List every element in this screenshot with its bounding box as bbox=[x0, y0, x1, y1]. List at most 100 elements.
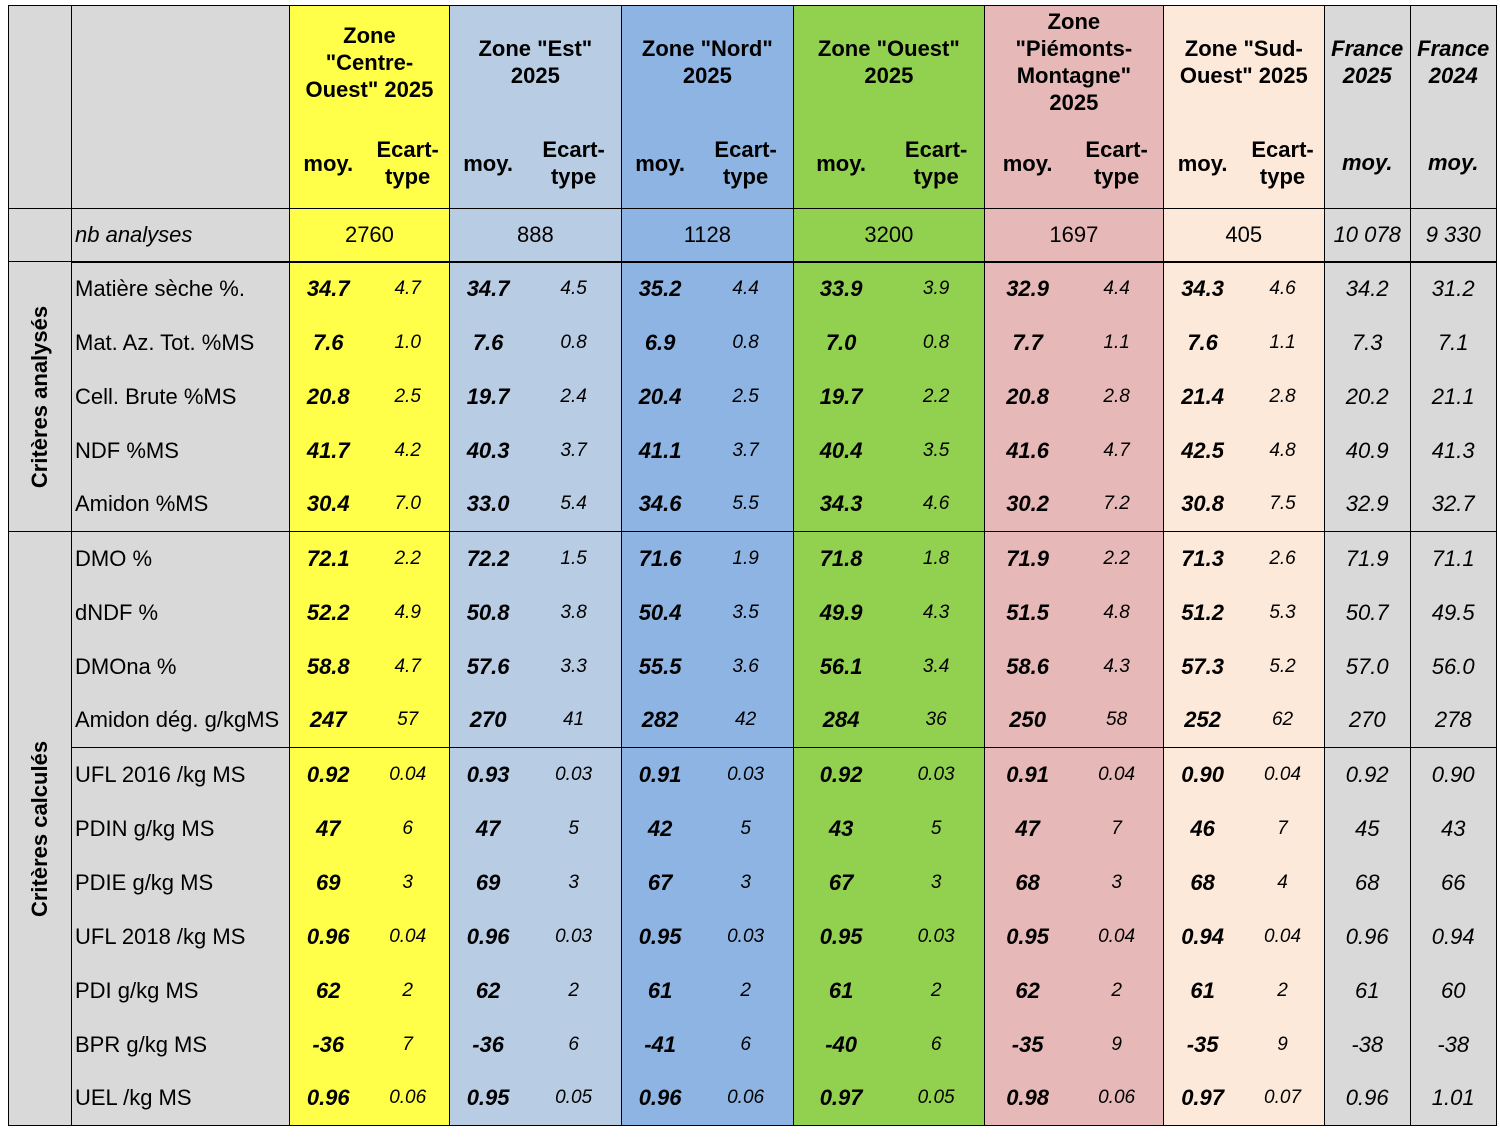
mean-value: 47 bbox=[983, 801, 1071, 856]
france-mean-value: 31.2 bbox=[1409, 260, 1497, 316]
sd-value: 2.2 bbox=[888, 369, 985, 424]
france-mean-value: 270 bbox=[1323, 693, 1411, 748]
france-mean-value: 0.90 bbox=[1409, 747, 1497, 802]
sd-value: 7.2 bbox=[1070, 477, 1164, 532]
france-mean-value: 45 bbox=[1323, 801, 1411, 856]
analysis-count: 405 bbox=[1162, 208, 1325, 262]
table-row: Critères analysés Matière sèche %. 34.7 4.7… bbox=[8, 260, 1497, 532]
france-mean-value: 32.9 bbox=[1323, 477, 1411, 532]
row-label: PDIN g/kg MS bbox=[71, 801, 290, 856]
france-mean-value: 56.0 bbox=[1409, 639, 1497, 694]
france-mean-value: 71.1 bbox=[1409, 531, 1497, 586]
sd-value: 57 bbox=[366, 693, 450, 748]
mean-value: 247 bbox=[289, 693, 367, 748]
mean-value: 0.96 bbox=[289, 1071, 367, 1126]
mean-value: 49.9 bbox=[792, 585, 889, 640]
france-mean-value: 0.92 bbox=[1323, 747, 1411, 802]
sd-value: 0.06 bbox=[1070, 1071, 1164, 1126]
zone-header-ouest: Zone "Ouest" 2025 bbox=[792, 5, 985, 119]
mean-value: 0.96 bbox=[620, 1071, 699, 1126]
mean-value: 33.0 bbox=[448, 477, 527, 532]
mean-value: 35.2 bbox=[620, 260, 699, 316]
mean-value: 40.4 bbox=[792, 423, 889, 478]
sd-value: 2.2 bbox=[366, 531, 450, 586]
sd-value: 7 bbox=[1241, 801, 1325, 856]
sd-value: 1.8 bbox=[888, 531, 985, 586]
mean-value: 6.9 bbox=[620, 315, 699, 370]
mean-value: 67 bbox=[620, 855, 699, 910]
sd-value: 4.5 bbox=[526, 260, 622, 316]
mean-value: 52.2 bbox=[289, 585, 367, 640]
group-label-text: Critères calculés bbox=[27, 740, 52, 917]
mean-value: 250 bbox=[983, 693, 1071, 748]
table-row: UEL /kg MS 0.96 0.06 0.95 0.05 0.96 0.06 0.97 0.… bbox=[9, 1071, 1497, 1126]
mean-value: 51.2 bbox=[1162, 585, 1242, 640]
mean-value: 20.4 bbox=[620, 369, 699, 424]
sd-value: 6 bbox=[526, 1017, 622, 1072]
mean-value: 67 bbox=[792, 855, 889, 910]
france-mean-value: 21.1 bbox=[1409, 369, 1497, 424]
sd-value: 7.5 bbox=[1241, 477, 1325, 532]
mean-value: 0.92 bbox=[792, 747, 889, 802]
mean-value: 19.7 bbox=[792, 369, 889, 424]
mean-header: moy. bbox=[1323, 118, 1411, 209]
sd-value: 3.8 bbox=[526, 585, 622, 640]
table-row: dNDF % 52.2 4.9 50.8 3.8 50.4 3.5 49.9 4.3 51.5 4.… bbox=[9, 585, 1497, 640]
sd-value: 3 bbox=[366, 855, 450, 910]
mean-value: 34.7 bbox=[289, 260, 367, 316]
mean-value: -40 bbox=[792, 1017, 889, 1072]
mean-value: 40.3 bbox=[448, 423, 527, 478]
sd-value: 4.4 bbox=[698, 260, 794, 316]
sd-value: 5 bbox=[526, 801, 622, 856]
mean-value: 20.8 bbox=[289, 369, 367, 424]
mean-value: 282 bbox=[620, 693, 699, 748]
mean-value: 0.92 bbox=[289, 747, 367, 802]
mean-value: 71.6 bbox=[620, 531, 699, 586]
sd-value: 0.05 bbox=[888, 1071, 985, 1126]
mean-value: 41.6 bbox=[983, 423, 1071, 478]
france-mean-value: 49.5 bbox=[1409, 585, 1497, 640]
mean-value: 0.94 bbox=[1162, 909, 1242, 964]
sd-value: 2 bbox=[526, 963, 622, 1018]
row-label: dNDF % bbox=[71, 585, 290, 640]
row-label: BPR g/kg MS bbox=[71, 1017, 290, 1072]
france-mean-value: 68 bbox=[1323, 855, 1411, 910]
mean-value: 46 bbox=[1162, 801, 1242, 856]
sd-value: 4.6 bbox=[1241, 260, 1325, 316]
zone-header-est: Zone "Est" 2025 bbox=[448, 5, 622, 119]
mean-value: 34.3 bbox=[1162, 260, 1242, 316]
sd-value: 41 bbox=[526, 693, 622, 748]
france-mean-value: 20.2 bbox=[1323, 369, 1411, 424]
mean-value: 41.7 bbox=[289, 423, 367, 478]
mean-value: 30.4 bbox=[289, 477, 367, 532]
sd-value: 5.2 bbox=[1241, 639, 1325, 694]
sd-value: 4.8 bbox=[1070, 585, 1164, 640]
sd-value: 2.8 bbox=[1241, 369, 1325, 424]
mean-value: 62 bbox=[983, 963, 1071, 1018]
analysis-count: 888 bbox=[448, 208, 622, 262]
row-label: Mat. Az. Tot. %MS bbox=[71, 315, 290, 370]
mean-value: 34.3 bbox=[792, 477, 889, 532]
france-mean-value: 43 bbox=[1409, 801, 1497, 856]
france-mean-value: 60 bbox=[1409, 963, 1497, 1018]
table-row: Mat. Az. Tot. %MS 7.6 1.0 7.6 0.8 6.9 0.8 7.0 0.… bbox=[9, 315, 1497, 370]
sd-value: 3.7 bbox=[698, 423, 794, 478]
mean-value: 41.1 bbox=[620, 423, 699, 478]
sd-value: 0.8 bbox=[888, 315, 985, 370]
sd-value: 4.7 bbox=[366, 639, 450, 694]
mean-value: 34.7 bbox=[448, 260, 527, 316]
group-label-text: Critères analysés bbox=[27, 305, 52, 488]
sd-value: 7 bbox=[1070, 801, 1164, 856]
sd-value: 4.3 bbox=[888, 585, 985, 640]
sd-value: 9 bbox=[1241, 1017, 1325, 1072]
sd-value: 5.3 bbox=[1241, 585, 1325, 640]
row-label: UEL /kg MS bbox=[71, 1071, 290, 1126]
row-label: nb analyses bbox=[71, 208, 290, 262]
sd-value: 0.03 bbox=[698, 909, 794, 964]
france-mean-value: 71.9 bbox=[1323, 531, 1411, 586]
mean-value: 69 bbox=[289, 855, 367, 910]
table-body: Zone "Centre-Ouest" 2025 Zone "Est" 2025 Z… bbox=[8, 5, 1497, 1126]
mean-value: 30.8 bbox=[1162, 477, 1242, 532]
france-mean-value: 41.3 bbox=[1409, 423, 1497, 478]
